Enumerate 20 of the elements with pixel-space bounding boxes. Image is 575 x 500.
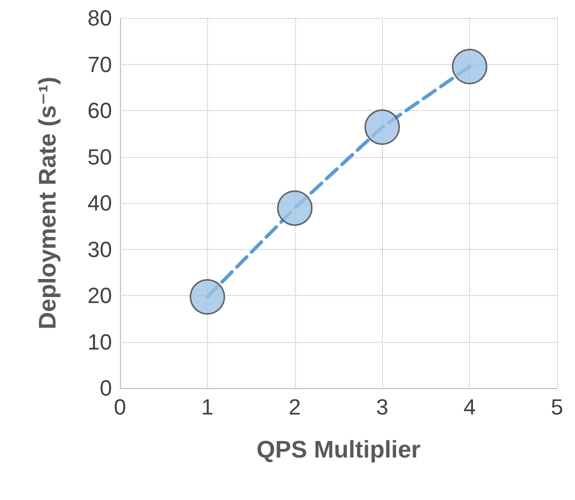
y-tick-label: 20 — [88, 283, 112, 308]
y-tick-label: 30 — [88, 236, 112, 262]
y-tick-label: 60 — [88, 98, 112, 123]
y-tick-label: 40 — [88, 190, 112, 216]
y-tick-label: 50 — [88, 144, 112, 170]
y-tick-label: 70 — [88, 52, 112, 77]
y-tick-label: 0 — [100, 376, 112, 400]
point — [277, 190, 313, 226]
point — [364, 109, 400, 145]
x-axis-title: QPS Multiplier — [256, 436, 421, 464]
point — [190, 279, 226, 315]
y-tick-label: 10 — [88, 329, 112, 354]
y-axis-title: Deployment Rate (s⁻¹) — [34, 76, 62, 330]
point — [452, 48, 488, 84]
x-tick-label: 1 — [201, 394, 214, 420]
y-tick-label: 80 — [88, 6, 112, 30]
x-tick-label: 3 — [376, 394, 388, 420]
x-tick-label: 5 — [550, 394, 564, 420]
x-tick-label: 4 — [463, 394, 476, 420]
x-tick-label: 2 — [288, 394, 301, 420]
